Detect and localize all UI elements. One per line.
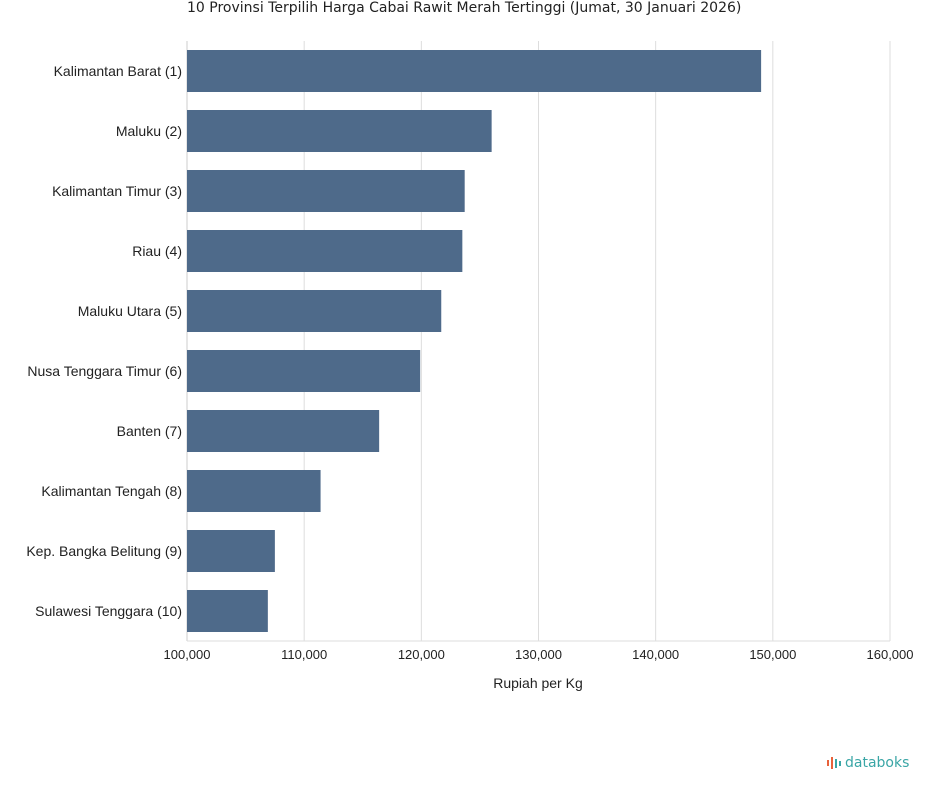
category-label: Banten (7) <box>117 423 182 439</box>
bar <box>187 110 492 152</box>
x-tick-label: 140,000 <box>632 647 679 662</box>
bar <box>187 470 321 512</box>
bar <box>187 170 465 212</box>
category-label: Maluku Utara (5) <box>78 303 182 319</box>
category-label: Maluku (2) <box>116 123 182 139</box>
brand-name: databoks <box>845 755 910 771</box>
x-axis-label: Rupiah per Kg <box>493 675 583 691</box>
bar <box>187 410 380 452</box>
x-tick-label: 100,000 <box>164 647 211 662</box>
category-label: Kalimantan Tengah (8) <box>41 483 182 499</box>
category-label: Kep. Bangka Belitung (9) <box>26 543 182 559</box>
category-label: Nusa Tenggara Timur (6) <box>27 363 182 379</box>
category-label: Kalimantan Barat (1) <box>54 63 182 79</box>
category-label: Riau (4) <box>132 243 182 259</box>
x-tick-label: 130,000 <box>515 647 562 662</box>
x-tick-labels: 100,000 110,000 120,000 130,000 140,000 150,0… <box>164 647 914 662</box>
x-tick-label: 120,000 <box>398 647 445 662</box>
bar <box>187 590 268 632</box>
x-tick-label: 150,000 <box>749 647 796 662</box>
bar <box>187 230 463 272</box>
brand-logo: databoks <box>826 755 909 771</box>
bars <box>187 50 762 632</box>
category-label: Kalimantan Timur (3) <box>52 183 182 199</box>
bar <box>187 530 275 572</box>
x-tick-label: 160,000 <box>867 647 914 662</box>
category-label: Sulawesi Tenggara (10) <box>35 603 182 619</box>
databoks-logo-icon <box>827 757 841 769</box>
category-labels: Kalimantan Barat (1) Maluku (2) Kalimantan… <box>26 63 182 619</box>
chart-title: 10 Provinsi Terpilih Harga Cabai Rawit M… <box>187 0 742 16</box>
bar <box>187 290 442 332</box>
bar <box>187 350 421 392</box>
x-tick-label: 110,000 <box>281 647 327 662</box>
bar <box>187 50 762 92</box>
gridlines <box>186 41 891 642</box>
